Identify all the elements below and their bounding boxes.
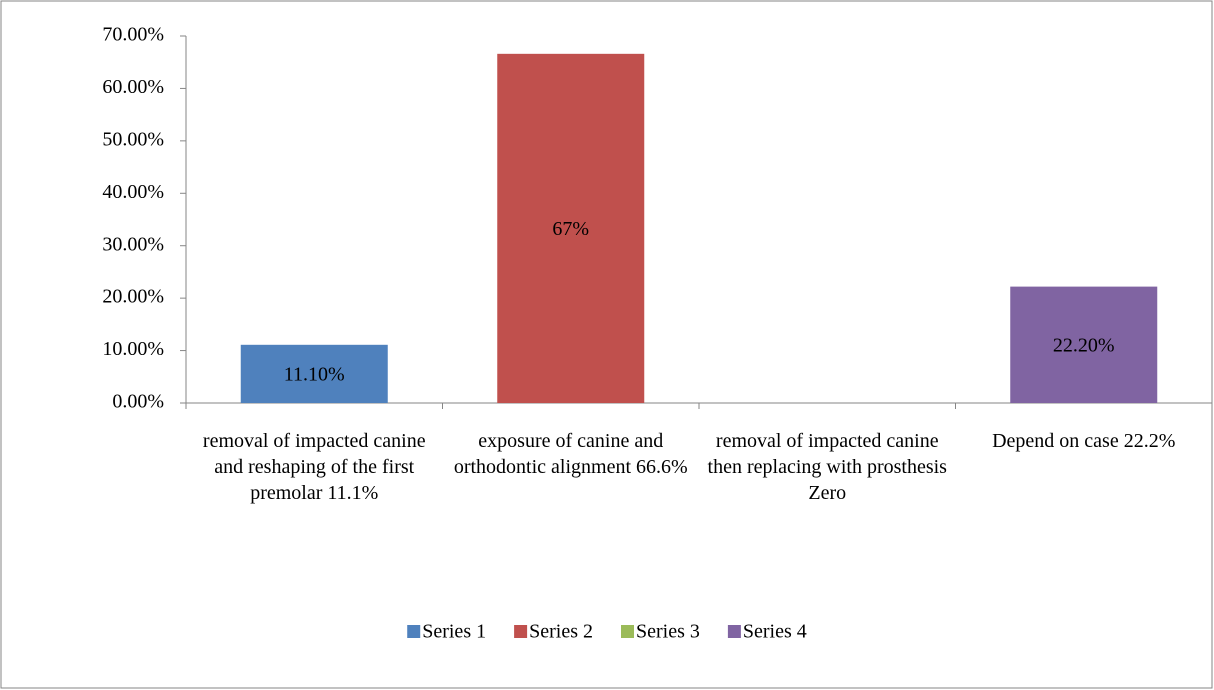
y-tick-label: 40.00% <box>102 181 164 203</box>
y-tick-label: 20.00% <box>102 286 164 308</box>
legend-label: Series 1 <box>422 621 486 643</box>
value-label: 11.10% <box>284 363 345 385</box>
x-tick-label-box: Depend on case 22.2% <box>992 430 1176 452</box>
legend-swatch <box>621 625 634 638</box>
x-tick-label-box: removal of impacted canine then replacin… <box>707 430 947 504</box>
bar <box>497 53 645 403</box>
x-tick-label: Depend on case 22.2% <box>992 430 1176 452</box>
bar <box>240 344 388 403</box>
legend-label: Series 3 <box>636 621 700 643</box>
x-tick-label-box: exposure of canine and orthodontic align… <box>453 430 688 478</box>
x-tick-label: exposure of canine and orthodontic align… <box>453 430 688 478</box>
legend-swatch <box>407 625 421 638</box>
legend-swatch <box>514 625 528 638</box>
x-tick-label: removal of impacted canine and reshaping… <box>202 430 426 504</box>
y-tick-label: 10.00% <box>102 338 164 360</box>
x-tick-label: removal of impacted canine then replacin… <box>707 430 947 504</box>
bar <box>1010 286 1158 403</box>
legend-swatch <box>727 625 741 638</box>
x-tick-label-box: removal of impacted canine and reshaping… <box>202 430 426 504</box>
value-label: 67% <box>552 218 589 240</box>
y-tick-label: 50.00% <box>102 128 164 150</box>
legend-label: Series 2 <box>529 621 593 643</box>
legend-label: Series 4 <box>743 621 807 643</box>
legend: Series 1 Series 2 Series 3 Series 4 <box>407 621 807 643</box>
y-tick-label: 30.00% <box>102 233 164 255</box>
y-tick-label: 70.00% <box>102 24 164 46</box>
value-label: 22.20% <box>1053 334 1115 356</box>
y-tick-label: 60.00% <box>102 76 164 98</box>
y-tick-label: 0.00% <box>112 391 164 413</box>
